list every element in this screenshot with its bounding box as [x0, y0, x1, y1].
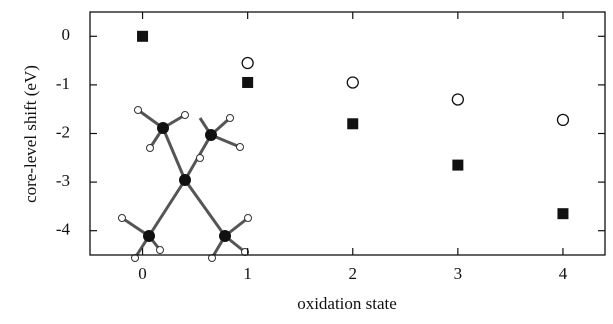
- circle-point: [557, 114, 568, 125]
- circle-point: [347, 77, 358, 88]
- plot-frame: [90, 12, 605, 255]
- y-tick-label: -3: [56, 171, 70, 190]
- square-point: [557, 208, 568, 219]
- x-tick-label: 0: [138, 264, 147, 283]
- x-tick-label: 2: [349, 264, 358, 283]
- square-point: [347, 118, 358, 129]
- y-tick-label: -1: [56, 74, 70, 93]
- x-tick-label: 4: [559, 264, 568, 283]
- x-axis-label: oxidation state: [297, 294, 397, 313]
- y-tick-label: -4: [56, 220, 71, 239]
- x-tick-label: 3: [454, 264, 463, 283]
- molecule-inset: [119, 107, 252, 262]
- square-point: [452, 160, 463, 171]
- square-point: [137, 31, 148, 42]
- square-point: [242, 77, 253, 88]
- y-axis-label: core-level shift (eV): [21, 65, 40, 203]
- chart: oxidation state core-level shift (eV) 0 1…: [0, 0, 613, 324]
- y-tick-label: 0: [62, 25, 71, 44]
- circle-point: [242, 58, 253, 69]
- circle-point: [452, 94, 463, 105]
- x-tick-label: 1: [243, 264, 252, 283]
- y-tick-label: -2: [56, 122, 70, 141]
